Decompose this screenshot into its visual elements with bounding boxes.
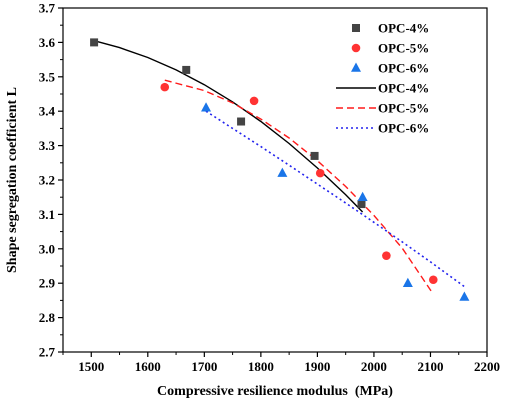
- data-point-circle: [315, 168, 325, 178]
- data-point-triangle: [402, 277, 413, 287]
- data-point-square: [310, 151, 319, 160]
- x-tick-label: 1600: [135, 359, 161, 374]
- legend-marker-circle: [351, 43, 361, 53]
- data-point-triangle: [277, 167, 288, 177]
- x-tick-label: 1900: [304, 359, 330, 374]
- x-tick-label: 1700: [191, 359, 217, 374]
- legend-label: OPC-4%: [378, 81, 429, 96]
- data-point-circle: [160, 82, 170, 92]
- data-point-triangle: [201, 102, 212, 112]
- y-tick-label: 2.8: [39, 310, 56, 325]
- data-markers: [90, 38, 470, 301]
- data-point-square: [90, 38, 99, 47]
- data-point-triangle: [459, 291, 470, 301]
- data-point-square: [182, 65, 191, 74]
- data-point-triangle: [357, 191, 368, 201]
- y-tick-label: 2.7: [39, 345, 56, 360]
- x-tick-label: 1500: [78, 359, 104, 374]
- x-axis-title: Compressive resilience modulus (MPa): [157, 384, 393, 399]
- legend-label: OPC-6%: [378, 61, 429, 76]
- y-tick-label: 3.6: [39, 35, 56, 50]
- data-point-square: [357, 200, 366, 209]
- data-point-circle: [428, 275, 438, 285]
- y-tick-label: 3.1: [39, 207, 55, 222]
- y-axis: 2.7 2.8 2.9 3.0 3.1 3.2 3.3 3.4 3.5 3.6 3.7: [39, 1, 63, 360]
- y-tick-label: 3.5: [39, 69, 56, 84]
- legend-label: OPC-4%: [378, 21, 429, 36]
- legend-marker-triangle: [351, 62, 361, 72]
- legend-label: OPC-6%: [378, 121, 429, 136]
- x-axis: 1500 1600 1700 1800 1900 2000 2100 2200: [62, 352, 500, 374]
- legend: OPC-4% OPC-5% OPC-6% OPC-4% OPC-5% OPC-6%: [336, 21, 429, 136]
- fit-line-opc-4--solid: [93, 40, 364, 213]
- data-point-circle: [382, 251, 391, 260]
- y-tick-label: 2.9: [39, 276, 56, 291]
- legend-label: OPC-5%: [378, 41, 429, 56]
- y-tick-label: 3.7: [39, 1, 56, 16]
- x-tick-label: 1800: [248, 359, 274, 374]
- x-tick-label: 2200: [474, 359, 500, 374]
- y-tick-label: 3.3: [39, 138, 56, 153]
- data-point-square: [237, 117, 246, 126]
- x-tick-label: 2100: [417, 359, 443, 374]
- y-axis-title: Shape segregation coefficient L: [5, 87, 20, 273]
- legend-marker-square: [352, 24, 360, 32]
- fit-lines: [93, 40, 465, 294]
- y-tick-label: 3.4: [39, 104, 56, 119]
- legend-label: OPC-5%: [378, 101, 429, 116]
- fit-line-opc-6--dotted: [205, 110, 465, 288]
- y-tick-label: 3.2: [39, 173, 55, 188]
- data-point-circle: [249, 96, 259, 106]
- fit-line-opc-5--dashed: [164, 79, 434, 294]
- y-tick-label: 3.0: [39, 241, 55, 256]
- x-tick-label: 2000: [361, 359, 387, 374]
